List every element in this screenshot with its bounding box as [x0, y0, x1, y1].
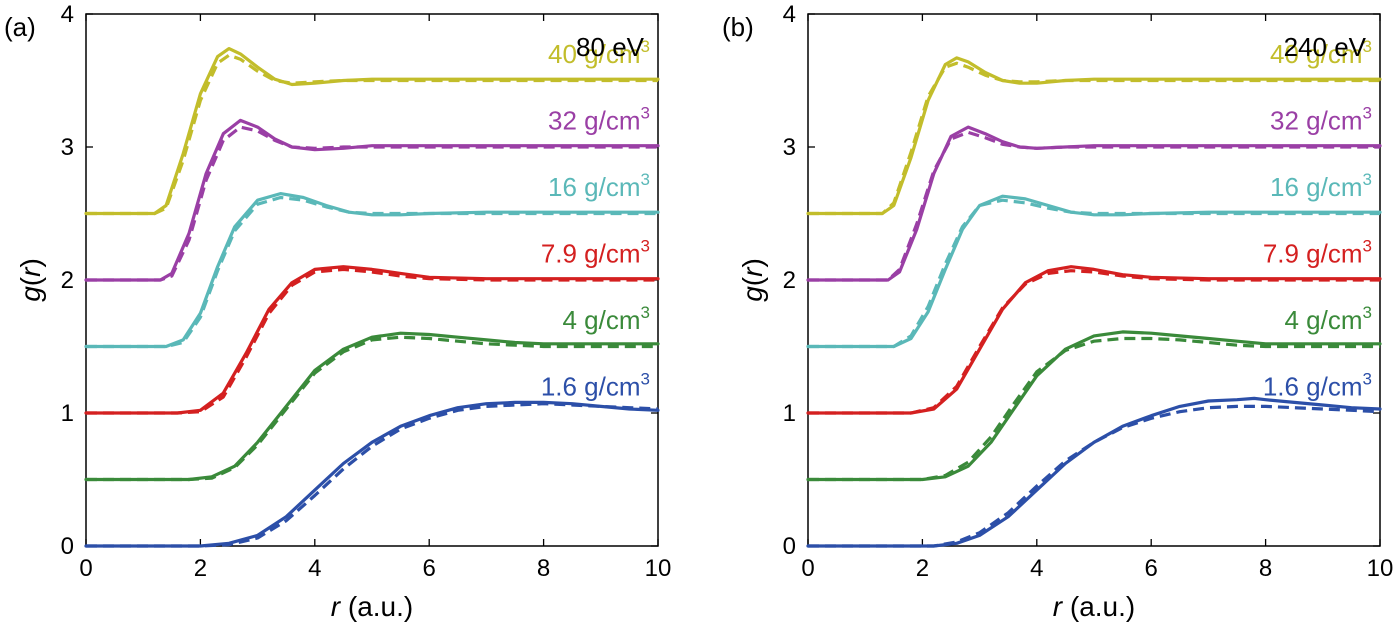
series-solid-line [84, 46, 660, 216]
series-label: 32 g/cm3 [1270, 103, 1372, 135]
x-tick-label: 4 [1030, 555, 1043, 582]
series-label-sup: 3 [1363, 236, 1372, 255]
y-axis-var: g [737, 286, 768, 302]
series-label-sup: 3 [641, 303, 650, 322]
series-solid-line [84, 331, 660, 482]
y-tick-label: 4 [61, 1, 74, 28]
series-solid-line [806, 56, 1382, 216]
y-tick-label: 2 [61, 267, 74, 294]
x-axis-unit: (a.u.) [1062, 591, 1135, 622]
series-label: 4 g/cm3 [563, 303, 651, 335]
series-solid-line [84, 192, 660, 349]
series-label-sup: 3 [641, 170, 650, 189]
series-label: 1.6 g/cm3 [1263, 369, 1372, 401]
series-label-name: 40 g/cm [1270, 39, 1363, 69]
x-axis-label: r (a.u.) [1053, 591, 1135, 622]
series-solid-line [84, 118, 660, 282]
series-label-name: 7.9 g/cm [541, 238, 641, 268]
series-solid-line [84, 265, 660, 415]
series-label-name: 4 g/cm [1285, 305, 1363, 335]
x-tick-label: 0 [79, 555, 92, 582]
series-dashed-line [86, 335, 658, 482]
y-axis-arg: r [15, 266, 46, 277]
series-dashed-line [808, 404, 1381, 548]
x-axis-var: r [1053, 591, 1064, 622]
y-axis-paren: ) [15, 258, 46, 267]
series-label: 1.6 g/cm3 [541, 369, 650, 401]
series-solid-line [806, 194, 1382, 349]
y-tick-label: 0 [61, 533, 74, 560]
series-label-sup: 3 [641, 103, 650, 122]
series-label-name: 1.6 g/cm [541, 371, 641, 401]
x-tick-label: 6 [423, 555, 436, 582]
x-tick-label: 8 [537, 555, 550, 582]
series-label-sup: 3 [641, 369, 650, 388]
series-dashed-line [86, 402, 659, 548]
series-solid-line [806, 265, 1382, 415]
x-tick-label: 2 [916, 555, 929, 582]
y-tick-label: 0 [783, 533, 796, 560]
y-axis-label: g(r) [15, 258, 46, 302]
series-label-sup: 3 [1363, 37, 1372, 56]
x-tick-label: 8 [1259, 555, 1272, 582]
x-axis-label: r (a.u.) [331, 591, 413, 622]
y-tick-label: 1 [783, 400, 796, 427]
y-tick-label: 3 [61, 134, 74, 161]
series-label-name: 32 g/cm [548, 105, 641, 135]
series-solid-line [806, 125, 1382, 282]
series-label-sup: 3 [1363, 369, 1372, 388]
series-label-sup: 3 [1363, 170, 1372, 189]
series-solid-line [84, 400, 660, 548]
series-dashed-line [808, 336, 1380, 482]
x-tick-label: 2 [194, 555, 207, 582]
series-label: 40 g/cm3 [1270, 37, 1372, 69]
series-label-name: 32 g/cm [1270, 105, 1363, 135]
series-label-sup: 3 [1363, 103, 1372, 122]
series-label: 7.9 g/cm3 [1263, 236, 1372, 268]
x-tick-label: 6 [1145, 555, 1158, 582]
y-tick-label: 4 [783, 1, 796, 28]
series-label-name: 7.9 g/cm [1263, 238, 1363, 268]
series-label-sup: 3 [1363, 303, 1372, 322]
y-axis-var: g [15, 286, 46, 302]
y-tick-label: 1 [61, 400, 74, 427]
series-label-name: 1.6 g/cm [1263, 371, 1363, 401]
panel-label: (b) [722, 12, 754, 42]
series-label: 16 g/cm3 [548, 170, 650, 202]
y-axis-paren: ( [737, 276, 768, 286]
series-label-name: 4 g/cm [563, 305, 641, 335]
series-label-sup: 3 [641, 236, 650, 255]
series-label-name: 40 g/cm [548, 39, 641, 69]
x-axis-unit: (a.u.) [340, 591, 413, 622]
series-label: 16 g/cm3 [1270, 170, 1372, 202]
series-label-sup: 3 [641, 37, 650, 56]
series-solid-line [806, 330, 1382, 482]
x-axis-var: r [331, 591, 342, 622]
y-tick-label: 3 [783, 134, 796, 161]
series-label: 32 g/cm3 [548, 103, 650, 135]
series-label-name: 16 g/cm [548, 172, 641, 202]
x-tick-label: 0 [801, 555, 814, 582]
y-axis-paren: ) [737, 258, 768, 267]
series-label-name: 16 g/cm [1270, 172, 1363, 202]
energy-label: 80 eV [576, 32, 645, 62]
series-solid-line [806, 396, 1382, 548]
series-label: 40 g/cm3 [548, 37, 650, 69]
y-axis-paren: ( [15, 276, 46, 286]
y-axis-arg: r [737, 266, 768, 277]
energy-label: 240 eV [1284, 32, 1367, 62]
x-tick-label: 10 [1367, 555, 1394, 582]
series-label: 7.9 g/cm3 [541, 236, 650, 268]
panel-label: (a) [4, 12, 36, 42]
y-tick-label: 2 [783, 267, 796, 294]
x-tick-label: 10 [645, 555, 672, 582]
x-tick-label: 4 [308, 555, 321, 582]
series-label: 4 g/cm3 [1285, 303, 1373, 335]
y-axis-label: g(r) [737, 258, 768, 302]
